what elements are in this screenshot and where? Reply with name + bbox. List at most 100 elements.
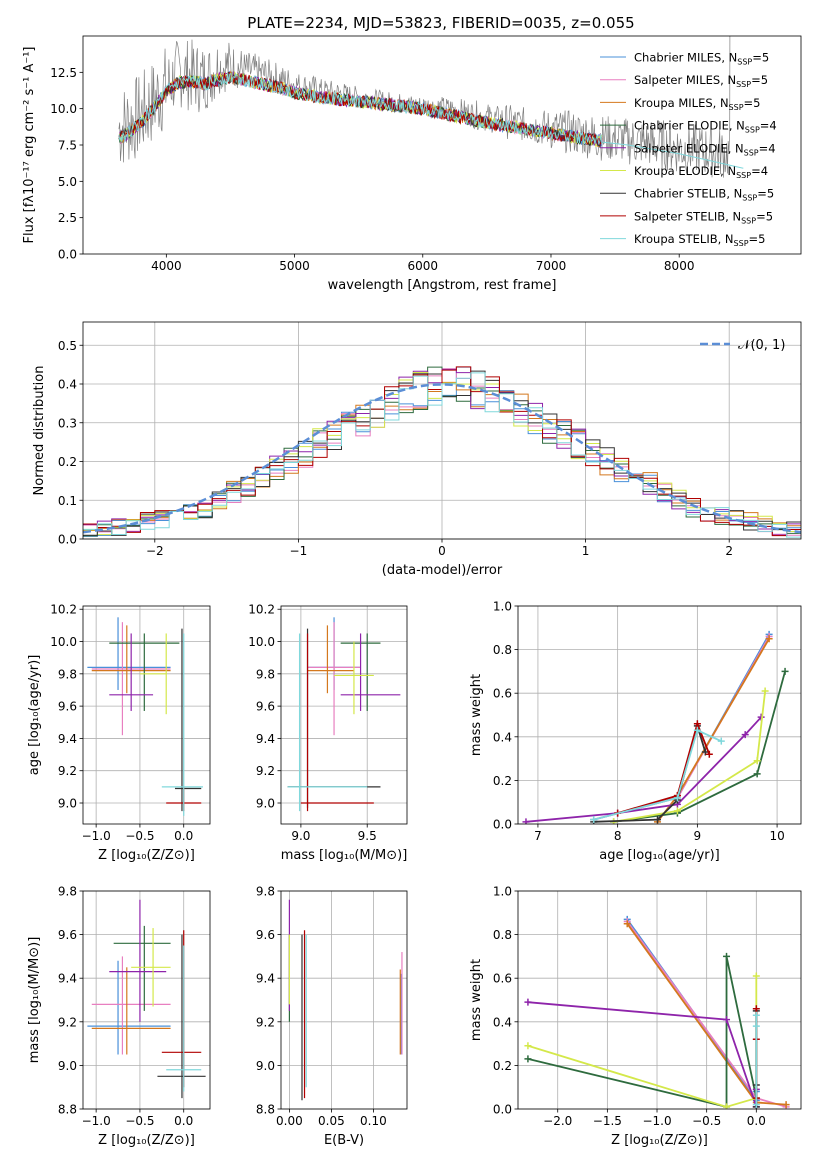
series-marker-salpeter_stelib [693,720,701,728]
legend-label-salpeter_elodie: Salpeter ELODIE, NSSP=4 [634,141,776,157]
x-tick-label: 0 [438,544,446,558]
y-tick-label: 0.2 [493,774,512,788]
y-tick-label: 9.4 [58,972,77,986]
y-axis-label: mass weight [469,959,484,1041]
x-tick-label: 7000 [536,259,567,273]
axes-frame [280,605,408,825]
x-axis-label: age [log₁₀(age/yr)] [599,848,720,863]
y-tick-label: 9.4 [256,732,275,746]
x-tick-label: 8000 [664,259,695,273]
legend-text: Chabrier MILES, N [634,51,737,65]
y-tick-label: 9.2 [58,764,77,778]
y-tick-label: 9.8 [58,667,77,681]
y-tick-label: 0.2 [493,1059,512,1073]
axes-frame [517,605,802,825]
series-marker-kroupa_elodie [752,972,760,980]
legend-sub: SSP [744,148,759,157]
legend-text: Chabrier ELODIE, N [634,119,745,133]
x-tick-label: 6000 [407,259,438,273]
y-tick-label: 0.0 [58,248,77,262]
x-tick-label: −0.5 [125,829,154,843]
axes-massweight_vs_Z: −2.0 −1.5 −1.0 −0.5 0.0 0.0 0.2 0.4 0.6 0.8 1.0 Z [… [469,885,802,1148]
legend-sub: SSP [729,103,744,112]
y-tick-label: 12.5 [50,66,77,80]
axes-frame [517,890,802,1110]
x-tick-label: 0.05 [318,1114,345,1128]
legend-text: Kroupa ELODIE, N [634,164,736,178]
x-tick-label: 0.0 [174,829,193,843]
axes-frame [82,890,211,1110]
plot-area-mass_vs_Z [87,899,206,1099]
y-tick-label: 5.0 [58,175,77,189]
y-tick-label: 10.2 [248,603,275,617]
series-marker-kroupa_stelib [590,816,598,824]
legend-sub: SSP [737,58,752,67]
y-tick-label: 1.0 [493,885,512,899]
legend-suffix: =5 [751,73,768,87]
x-tick-label: 1 [582,544,590,558]
series-marker-chabrier_elodie [723,952,731,960]
plot-area-massweight_vs_age [522,630,789,824]
series-line-kroupa_elodie [613,690,767,823]
legend-text: Kroupa MILES, N [634,96,729,110]
y-tick-label: 9.6 [58,928,77,942]
y-tick-label: 0.6 [493,687,512,701]
legend-label-chabrier_stelib: Chabrier STELIB, NSSP=5 [634,187,774,203]
y-tick-label: 9.8 [256,885,275,899]
x-axis-label: Z [log₁₀(Z/Z⊙)] [611,1133,708,1148]
x-tick-label: 5000 [279,259,310,273]
series-marker-chabrier_stelib [654,816,662,824]
series-marker-salpeter_stelib [705,750,713,758]
series-marker-kroupa_miles [782,1101,790,1109]
x-axis-label: (data-model)/error [382,563,503,578]
series-marker-kroupa_stelib [752,1101,760,1109]
x-tick-label: −1.0 [82,1114,111,1128]
legend-suffix: =5 [744,96,761,110]
legend-suffix: =5 [757,187,774,201]
series-marker-salpeter_elodie [524,998,532,1006]
legend-suffix: =5 [756,209,773,223]
y-tick-label: 9.8 [256,667,275,681]
series-marker-kroupa_elodie [761,687,769,695]
legend-sub: SSP [742,194,757,203]
series-line-salpeter_stelib [617,720,711,814]
legend-text: Salpeter ELODIE, N [634,141,744,155]
y-axis-label: mass [log₁₀(M/M⊙)] [27,937,42,1064]
plot-area-massweight_vs_Z [524,915,790,1109]
axes-spectrum: 4000 5000 6000 7000 8000 0.0 2.5 5.0 7.5 10.0 12.5… [22,35,802,293]
y-tick-label: 9.6 [256,928,275,942]
x-tick-label: 10 [769,829,784,843]
y-tick-label: 0.0 [493,818,512,832]
legend-label-kroupa_stelib: Kroupa STELIB, NSSP=5 [634,232,765,248]
series-line-chabrier_elodie [613,671,786,823]
axes-age_vs_Z: −1.0 −0.5 0.0 9.0 9.2 9.4 9.6 9.8 10.0 10.2 Z [log… [27,603,211,863]
legend-label-chabrier_miles: Chabrier MILES, NSSP=5 [634,51,769,67]
y-tick-label: 0.6 [493,972,512,986]
series-marker-salpeter_stelib [752,1005,760,1013]
series-marker-kroupa_elodie [753,757,761,765]
axes-frame [82,605,211,825]
series-marker-salpeter_elodie [522,818,530,824]
gaussian-curve [83,383,801,534]
y-tick-label: 0.8 [493,643,512,657]
y-tick-label: 1.0 [493,600,512,614]
y-axis-label: mass weight [469,674,484,756]
axes-massweight_vs_age: 7 8 9 10 0.0 0.2 0.4 0.6 0.8 1.0 age [log₁₀(age/yr… [469,600,802,863]
legend-suffix: =4 [759,141,776,155]
x-axis-label: Z [log₁₀(Z/Z⊙)] [98,848,195,863]
y-tick-label: 0.2 [58,455,77,469]
legend-sub: SSP [734,239,749,248]
y-tick-label: 0.4 [493,1015,512,1029]
y-tick-label: 0.4 [493,730,512,744]
y-tick-label: 9.2 [256,764,275,778]
x-tick-label: 0.00 [276,1114,303,1128]
y-tick-label: 9.2 [58,1015,77,1029]
y-tick-label: 10.0 [50,102,77,116]
model-spectrum-tail [602,141,744,169]
x-tick-label: −0.5 [125,1114,154,1128]
legend-sub: SSP [741,216,756,225]
axes-residuals: −2 −1 0 1 2 0.0 0.1 0.2 0.3 0.4 0.5 (data-model)/er… [32,321,802,578]
plot-area-age_vs_mass [287,617,401,812]
legend-sub: SSP [745,126,760,135]
